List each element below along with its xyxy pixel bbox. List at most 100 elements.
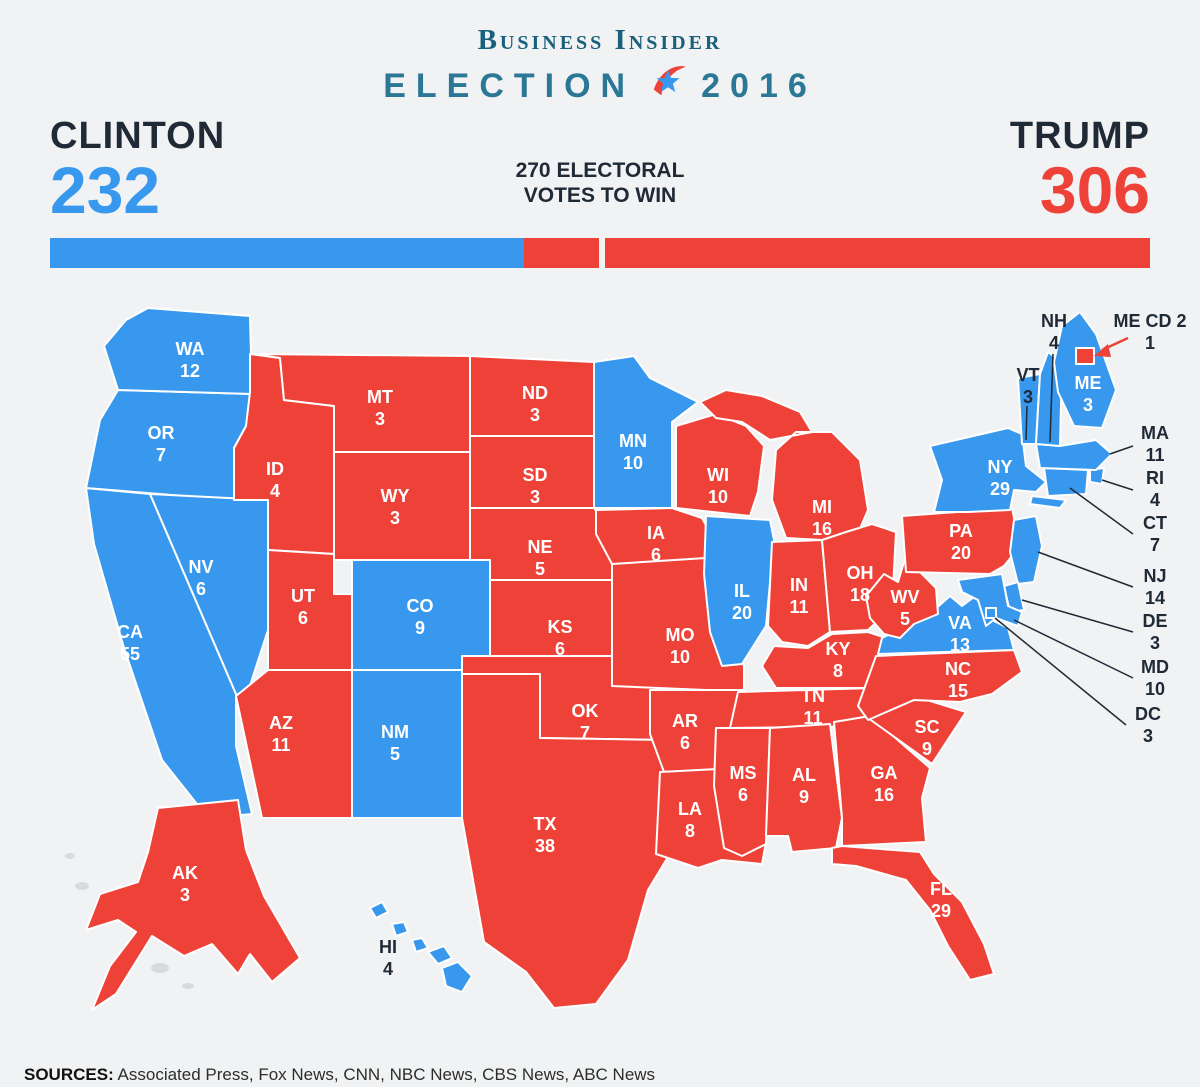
state-CT: [1043, 467, 1089, 497]
state-ME2: [1075, 347, 1095, 365]
island-decor: [65, 853, 75, 859]
state-ev-MN: 10: [623, 453, 643, 473]
state-UT: [267, 549, 353, 671]
state-abbr-KS: KS: [547, 617, 572, 637]
callout-ev-RI: 4: [1150, 490, 1160, 510]
state-ev-WY: 3: [390, 508, 400, 528]
state-NY: [929, 427, 1067, 513]
election-word: ELECTION: [383, 67, 636, 105]
electoral-bar-dem: [50, 238, 525, 268]
state-ev-SC: 9: [922, 739, 932, 759]
state-abbr-NV: NV: [188, 557, 213, 577]
state-abbr-AZ: AZ: [269, 713, 293, 733]
state-ev-FL: 29: [931, 901, 951, 921]
state-ev-WV: 5: [900, 609, 910, 629]
trump-votes: 306: [1039, 153, 1150, 227]
state-abbr-NM: NM: [381, 722, 409, 742]
state-ev-PA: 20: [951, 543, 971, 563]
state-abbr-NY: NY: [987, 457, 1012, 477]
state-FL: [831, 845, 995, 981]
callout-abbr-ME2: ME CD 2: [1113, 311, 1186, 331]
state-ev-WA: 12: [180, 361, 200, 381]
state-abbr-UT: UT: [291, 586, 315, 606]
callout-arrow-ME2: [1094, 344, 1111, 357]
state-ev-MI: 16: [812, 519, 832, 539]
state-abbr-TX: TX: [533, 814, 556, 834]
state-AK: [85, 799, 301, 1011]
callout-ev-MA: 11: [1145, 445, 1164, 465]
state-ev-MS: 6: [738, 785, 748, 805]
state-abbr-AL: AL: [792, 765, 816, 785]
state-ev-WI: 10: [708, 487, 728, 507]
callout-abbr-NJ: NJ: [1143, 566, 1166, 586]
callout-ev-MD: 10: [1145, 679, 1165, 699]
callout-line-NJ: [1037, 551, 1134, 588]
state-abbr-NE: NE: [527, 537, 552, 557]
state-ev-HI: 4: [383, 959, 393, 979]
state-abbr-LA: LA: [678, 799, 702, 819]
callout-line-RI: [1101, 479, 1134, 491]
state-MN: [593, 355, 699, 509]
callout-line-DE: [1021, 599, 1134, 633]
state-WY: [333, 451, 471, 561]
state-abbr-ME: ME: [1075, 373, 1102, 393]
scoreboard: CLINTON 232 270 ELECTORAL VOTES TO WIN T…: [0, 110, 1200, 227]
state-ev-AR: 6: [680, 733, 690, 753]
state-ev-KY: 8: [833, 661, 843, 681]
callout-line-MA: [1109, 445, 1134, 455]
header: Business Insider ELECTION 2016: [0, 0, 1200, 110]
state-TX: [461, 673, 689, 1009]
state-abbr-NC: NC: [945, 659, 971, 679]
callout-ev-NH: 4: [1049, 333, 1059, 353]
state-ME: [1053, 311, 1117, 429]
clinton-block: CLINTON 232: [50, 114, 225, 227]
state-abbr-WV: WV: [891, 587, 920, 607]
election-title: ELECTION 2016: [0, 63, 1200, 110]
state-abbr-SD: SD: [522, 465, 547, 485]
state-ev-NC: 15: [948, 681, 968, 701]
island-decor: [151, 963, 169, 973]
us-electoral-map: CA55OR7WA12NV6ID4MT3WY3UT6CO9AZ11NM5ND3S…: [65, 307, 1187, 1011]
threshold-marker: [599, 238, 606, 268]
state-abbr-MN: MN: [619, 431, 647, 451]
callout-abbr-DE: DE: [1142, 611, 1167, 631]
island-decor: [182, 983, 194, 989]
state-ev-AZ: 11: [271, 735, 290, 755]
callout-ev-VT: 3: [1023, 387, 1033, 407]
state-abbr-OH: OH: [847, 563, 874, 583]
sources-text: Associated Press, Fox News, CNN, NBC New…: [117, 1065, 656, 1084]
state-abbr-VA: VA: [948, 613, 972, 633]
state-ev-TN: 11: [803, 708, 822, 728]
sources-label: SOURCES:: [24, 1065, 114, 1084]
state-abbr-TN: TN: [801, 686, 825, 706]
brand-logo: Business Insider: [477, 24, 723, 56]
state-ev-AL: 9: [799, 787, 809, 807]
star-icon: [649, 63, 687, 110]
state-MI: [699, 389, 869, 541]
state-abbr-SC: SC: [914, 717, 939, 737]
state-abbr-IA: IA: [647, 523, 665, 543]
callout-line-VT: [1025, 405, 1028, 441]
state-ev-NE: 5: [535, 559, 545, 579]
state-abbr-PA: PA: [949, 521, 973, 541]
state-abbr-WA: WA: [176, 339, 205, 359]
callout-line-DC: [994, 617, 1127, 726]
state-abbr-OK: OK: [572, 701, 599, 721]
callout-ev-DE: 3: [1150, 633, 1160, 653]
callout-abbr-RI: RI: [1146, 468, 1164, 488]
state-abbr-OR: OR: [148, 423, 175, 443]
state-ev-IN: 11: [789, 597, 808, 617]
state-ev-IL: 20: [732, 603, 752, 623]
state-NM: [351, 669, 463, 819]
state-abbr-ND: ND: [522, 383, 548, 403]
clinton-votes: 232: [50, 153, 161, 227]
state-ev-ME: 3: [1083, 395, 1093, 415]
electoral-bar: [50, 238, 1150, 268]
state-abbr-CA: CA: [117, 622, 143, 642]
votes-to-win-note: 270 ELECTORAL VOTES TO WIN: [0, 158, 1200, 208]
state-abbr-MI: MI: [812, 497, 832, 517]
callout-abbr-NH: NH: [1041, 311, 1067, 331]
state-PA: [901, 507, 1021, 575]
state-ev-NY: 29: [990, 479, 1010, 499]
